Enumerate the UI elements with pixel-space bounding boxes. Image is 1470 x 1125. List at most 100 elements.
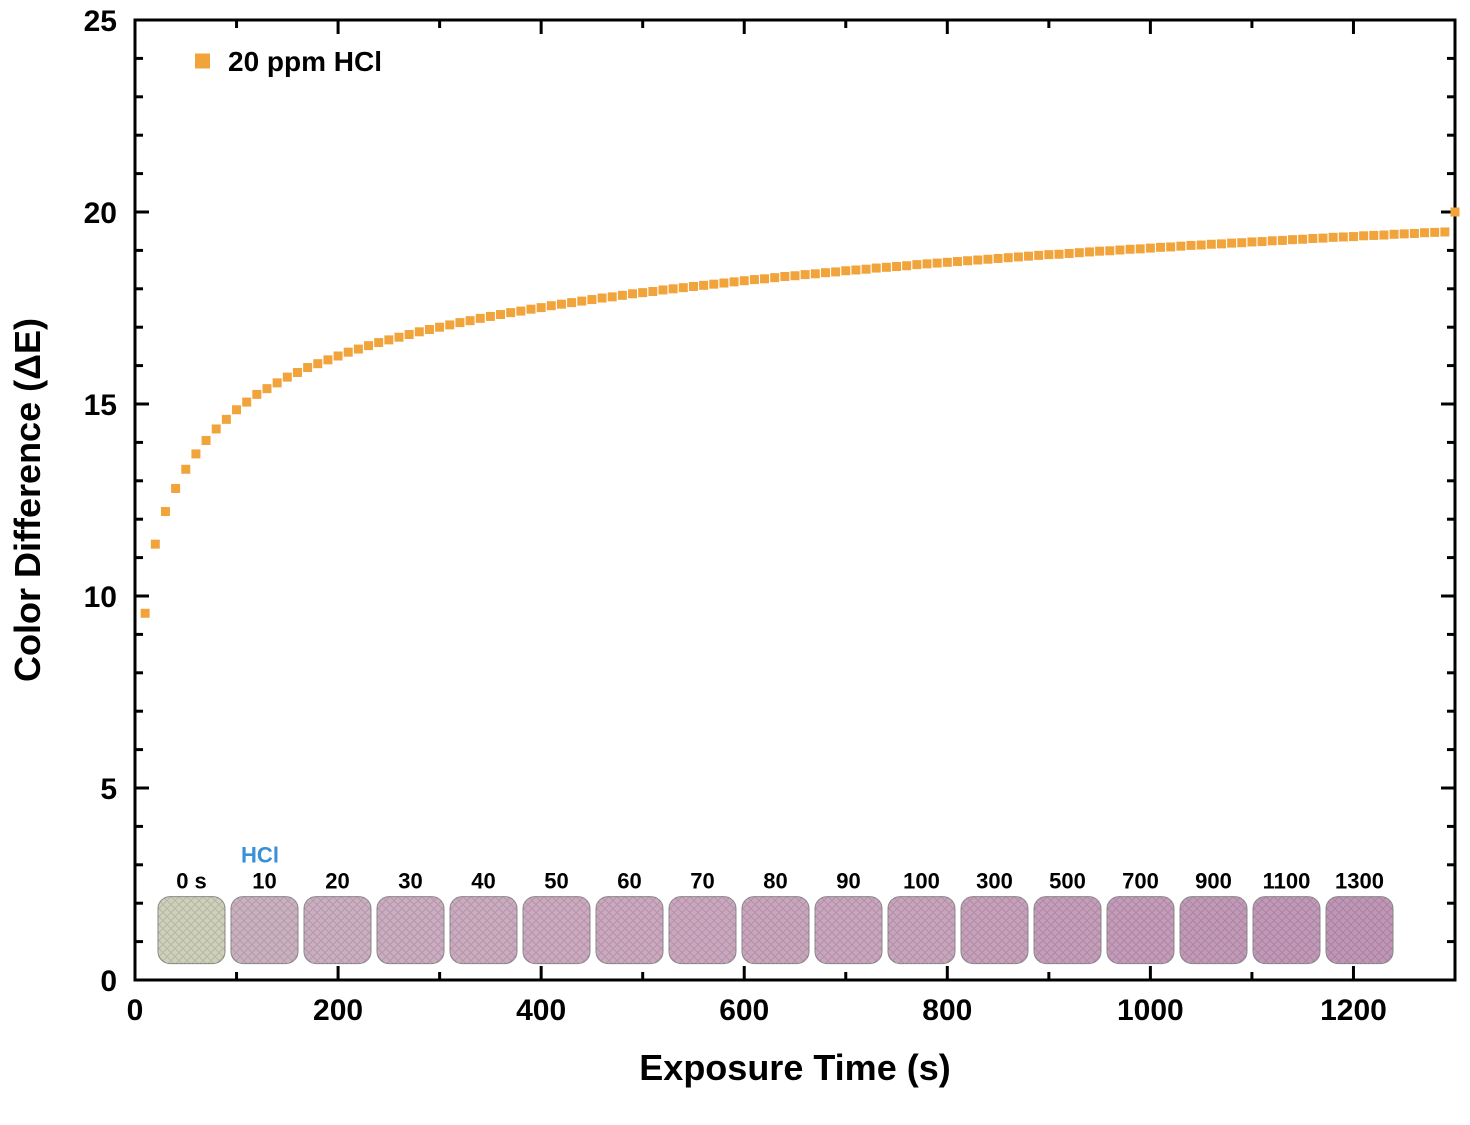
data-point <box>344 348 352 356</box>
x-tick-label: 600 <box>719 994 769 1027</box>
data-point <box>141 609 149 617</box>
data-point <box>273 379 281 387</box>
y-tick-label: 10 <box>84 581 117 614</box>
data-point <box>385 336 393 344</box>
data-point <box>1319 234 1327 242</box>
data-point <box>304 364 312 372</box>
data-point <box>415 328 423 336</box>
data-point <box>1339 233 1347 241</box>
data-point <box>1065 249 1073 257</box>
data-point <box>659 286 667 294</box>
data-point <box>1441 228 1449 236</box>
data-point <box>1167 243 1175 251</box>
swatch-rect <box>1034 897 1101 964</box>
swatch-rect <box>377 897 444 964</box>
data-point <box>700 281 708 289</box>
swatch-label: 100 <box>903 869 940 894</box>
data-point <box>172 484 180 492</box>
swatch-rect <box>304 897 371 964</box>
data-point <box>639 289 647 297</box>
data-point <box>649 287 657 295</box>
data-point <box>1248 238 1256 246</box>
data-point <box>405 330 413 338</box>
data-point <box>771 274 779 282</box>
data-point <box>354 345 362 353</box>
data-point <box>497 311 505 319</box>
data-point <box>984 255 992 263</box>
data-point <box>801 271 809 279</box>
data-point <box>740 277 748 285</box>
y-tick-label: 25 <box>84 5 117 38</box>
data-point <box>1146 244 1154 252</box>
swatch-rect <box>523 897 590 964</box>
data-point <box>1421 229 1429 237</box>
data-point <box>283 373 291 381</box>
data-point <box>964 257 972 265</box>
data-point <box>811 270 819 278</box>
data-point <box>1045 251 1053 259</box>
data-point <box>1177 242 1185 250</box>
y-tick-label: 15 <box>84 389 117 422</box>
swatch-label: 900 <box>1195 869 1232 894</box>
swatch-label: 60 <box>617 869 641 894</box>
data-point <box>1197 241 1205 249</box>
data-point <box>507 309 515 317</box>
data-point <box>161 508 169 516</box>
swatch-rect <box>158 897 225 964</box>
y-tick-label: 5 <box>100 773 117 806</box>
data-point <box>913 261 921 269</box>
swatch-label: 500 <box>1049 869 1086 894</box>
swatch-rect <box>961 897 1028 964</box>
data-point <box>1187 241 1195 249</box>
data-point <box>994 254 1002 262</box>
data-point <box>618 291 626 299</box>
data-point <box>1157 243 1165 251</box>
data-point <box>527 305 535 313</box>
swatch-label: 1100 <box>1263 869 1311 894</box>
swatch-label: 50 <box>544 869 568 894</box>
data-point <box>1349 233 1357 241</box>
data-point <box>202 436 210 444</box>
data-point <box>629 290 637 298</box>
data-point <box>852 266 860 274</box>
data-point <box>974 256 982 264</box>
data-point <box>1278 236 1286 244</box>
data-point <box>476 314 484 322</box>
data-point <box>750 276 758 284</box>
data-point <box>233 406 241 414</box>
data-point <box>720 279 728 287</box>
data-point <box>588 296 596 304</box>
data-point <box>1207 240 1215 248</box>
x-tick-label: 0 <box>127 994 144 1027</box>
data-point <box>212 425 220 433</box>
data-point <box>151 540 159 548</box>
data-point <box>923 260 931 268</box>
swatch-rect <box>742 897 809 964</box>
data-point <box>933 259 941 267</box>
data-point <box>821 269 829 277</box>
data-point <box>1329 233 1337 241</box>
x-tick-label: 1000 <box>1117 994 1184 1027</box>
data-point <box>1431 228 1439 236</box>
data-point <box>395 333 403 341</box>
legend-label: 20 ppm HCl <box>228 46 382 77</box>
series-20ppm-hcl <box>141 208 1459 617</box>
swatch-label: 90 <box>836 869 860 894</box>
data-point <box>334 352 342 360</box>
data-point <box>253 390 261 398</box>
data-point <box>1400 230 1408 238</box>
data-point <box>1360 232 1368 240</box>
swatch-rect <box>669 897 736 964</box>
y-ticks: 0510152025 <box>84 5 1455 998</box>
swatch-label: 80 <box>763 869 787 894</box>
swatch-rect <box>1180 897 1247 964</box>
swatch-rect <box>1253 897 1320 964</box>
chart-svg: 0200400600800100012000510152025Exposure … <box>0 0 1470 1125</box>
plot-frame <box>135 20 1455 980</box>
data-point <box>1228 239 1236 247</box>
x-tick-label: 400 <box>516 994 566 1027</box>
x-tick-label: 200 <box>313 994 363 1027</box>
swatch-label: 70 <box>690 869 714 894</box>
data-point <box>263 385 271 393</box>
data-point <box>761 275 769 283</box>
